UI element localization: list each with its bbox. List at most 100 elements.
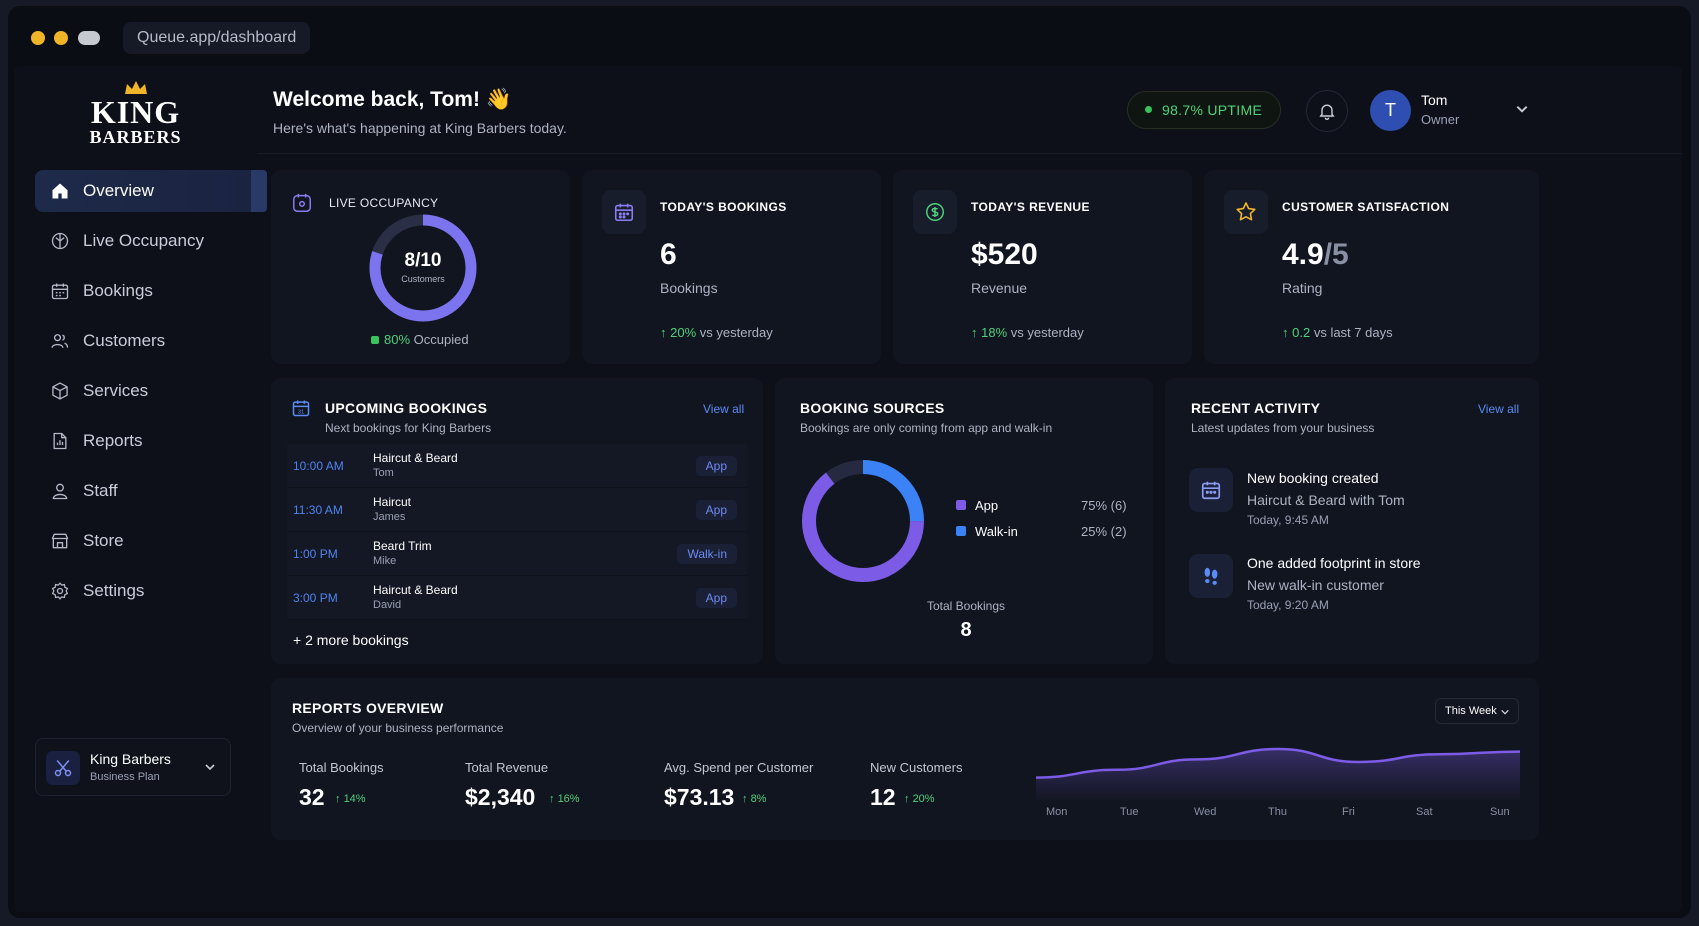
- sidebar-item-label: Customers: [83, 331, 166, 350]
- occupancy-icon: [51, 232, 69, 250]
- bell-icon: [1319, 104, 1335, 120]
- title-bar: Queue.app/dashboard: [8, 6, 1691, 64]
- upcoming-view-all-link[interactable]: View all: [703, 402, 745, 416]
- occupancy-arc: [369, 214, 477, 322]
- gear-icon: [51, 582, 69, 600]
- calendar-icon: 31: [292, 400, 310, 417]
- more-bookings-link[interactable]: + 2 more bookings: [293, 632, 409, 648]
- brand-line1: KING: [90, 94, 181, 130]
- sources-title: BOOKING SOURCES: [800, 400, 945, 416]
- metric-value: $2,340: [465, 784, 536, 810]
- activity-view-all-link[interactable]: View all: [1478, 402, 1520, 416]
- sidebar-item-label: Live Occupancy: [83, 231, 204, 250]
- total-bookings-value: 8: [960, 619, 972, 641]
- period-value: This Week: [1445, 705, 1497, 717]
- bookings-stat-card[interactable]: TODAY'S BOOKINGS 6 Bookings ↑ 20% vs yes…: [582, 170, 881, 364]
- period-select[interactable]: This Week: [1435, 698, 1519, 724]
- sidebar-nav: Overview Live Occupancy Bookings Customers S…: [35, 170, 267, 620]
- business-switcher[interactable]: King Barbers Business Plan: [35, 738, 231, 796]
- sidebar-item-settings[interactable]: Settings: [35, 570, 257, 612]
- donut-slice-app: [802, 460, 924, 582]
- sidebar-item-label: Staff: [83, 481, 118, 500]
- activity-detail-2: New walk-in customer: [1247, 577, 1384, 593]
- booking-time: 1:00 PM: [293, 547, 338, 561]
- sidebar-item-services[interactable]: Services: [35, 370, 257, 412]
- stat-value: 4.9/5: [1282, 238, 1349, 272]
- arrow-up-icon: ↑: [1282, 325, 1293, 340]
- booking-source-badge: App: [695, 588, 737, 608]
- sidebar-item-staff[interactable]: Staff: [35, 470, 257, 512]
- user-icon: [52, 483, 68, 500]
- sidebar-item-reports[interactable]: Reports: [35, 420, 257, 462]
- reports-title: REPORTS OVERVIEW: [292, 700, 444, 716]
- donut-slice-walk-in: [802, 460, 924, 582]
- user-menu-chevron-icon[interactable]: [1515, 102, 1529, 116]
- sidebar-item-customers[interactable]: Customers: [35, 320, 257, 362]
- occupancy-card: LIVE OCCUPANCY 8/10 Customers 80% Occupi…: [271, 170, 570, 364]
- booking-source-badge: App: [695, 456, 737, 476]
- metric-change-value: 8%: [750, 793, 767, 805]
- booking-row[interactable]: 11:30 AM Haircut James App: [287, 488, 747, 532]
- chevron-down-icon: [1501, 709, 1509, 715]
- stat-change: 0.2: [1292, 325, 1311, 340]
- sidebar-item-label: Store: [83, 531, 124, 550]
- metric-change-value: 14%: [343, 793, 366, 805]
- business-name: King Barbers: [90, 751, 171, 767]
- calendar-icon: [602, 190, 646, 234]
- booking-row[interactable]: 3:00 PM Haircut & Beard David App: [287, 576, 747, 620]
- sidebar-item-store[interactable]: Store: [35, 520, 257, 562]
- x-tick-label: Sun: [1490, 806, 1510, 818]
- sidebar-item-overview[interactable]: Overview: [35, 170, 267, 212]
- avatar[interactable]: T: [1370, 90, 1411, 131]
- brand-logo[interactable]: KING BARBERS: [14, 80, 257, 146]
- footprint-icon: [1189, 554, 1233, 598]
- brand-line2: BARBERS: [89, 127, 182, 147]
- status-dot-icon: [371, 336, 379, 344]
- activity-title-2: One added footprint in store: [1247, 555, 1421, 571]
- crown-icon: [124, 81, 147, 94]
- sources-subtitle: Bookings are only coming from app and wa…: [800, 421, 1053, 435]
- recent-activity-card: RECENT ACTIVITY Latest updates from your…: [1165, 378, 1539, 664]
- stat-label: Revenue: [971, 280, 1028, 296]
- stat-change: 18%: [981, 325, 1008, 340]
- x-tick-label: Sat: [1416, 806, 1433, 818]
- booking-sources-card: BOOKING SOURCES Bookings are only coming…: [775, 378, 1153, 664]
- minimize-window-button[interactable]: [54, 31, 68, 45]
- satisfaction-stat-card[interactable]: CUSTOMER SATISFACTION 4.9/5 Rating ↑ 0.2…: [1204, 170, 1539, 364]
- x-tick-label: Thu: [1268, 806, 1287, 818]
- booking-row[interactable]: 1:00 PM Beard Trim Mike Walk-in: [287, 532, 747, 576]
- box-icon: [52, 382, 68, 400]
- url-bar[interactable]: Queue.app/dashboard: [123, 22, 311, 54]
- sidebar-item-label: Services: [83, 381, 149, 400]
- legend-item-app: App 75% (6): [956, 498, 1127, 513]
- sidebar-item-bookings[interactable]: Bookings: [35, 270, 257, 312]
- activity-detail-1: Haircut & Beard with Tom: [1247, 492, 1405, 508]
- window-toggle-icon[interactable]: [78, 31, 100, 45]
- upcoming-subtitle: Next bookings for King Barbers: [325, 421, 492, 435]
- close-window-button[interactable]: [31, 31, 45, 45]
- stat-label: Rating: [1282, 280, 1323, 296]
- legend-swatch: [956, 526, 966, 536]
- metric-label: Avg. Spend per Customer: [664, 760, 814, 775]
- arrow-up-icon: ↑: [660, 325, 671, 340]
- calendar-icon: [51, 283, 69, 300]
- legend-value: 25% (2): [1081, 524, 1127, 539]
- revenue-stat-card[interactable]: TODAY'S REVENUE $520 Revenue ↑ 18% vs ye…: [893, 170, 1192, 364]
- sidebar-item-live-occupancy[interactable]: Live Occupancy: [35, 220, 257, 262]
- trend-area: [1036, 749, 1520, 802]
- legend-label: Walk-in: [975, 524, 1018, 539]
- page-subtitle: Here's what's happening at King Barbers …: [273, 120, 567, 136]
- notifications-button[interactable]: [1306, 90, 1348, 132]
- business-plan: Business Plan: [90, 771, 160, 783]
- sidebar: KING BARBERS Overview Live Occupancy Booki…: [14, 66, 267, 912]
- x-tick-label: Mon: [1046, 806, 1068, 818]
- stat-change: 20%: [670, 325, 697, 340]
- booking-row[interactable]: 10:00 AM Haircut & Beard Tom App: [287, 444, 747, 488]
- metric-value: 32: [299, 784, 325, 810]
- total-bookings-label: Total Bookings: [926, 599, 1006, 613]
- metric-change: ↑ 16%: [549, 793, 580, 805]
- app: KING BARBERS Overview Live Occupancy Booki…: [14, 66, 1682, 912]
- booking-source-badge: App: [695, 500, 737, 520]
- occupancy-title: LIVE OCCUPANCY: [329, 196, 439, 210]
- svg-text:31: 31: [298, 409, 304, 415]
